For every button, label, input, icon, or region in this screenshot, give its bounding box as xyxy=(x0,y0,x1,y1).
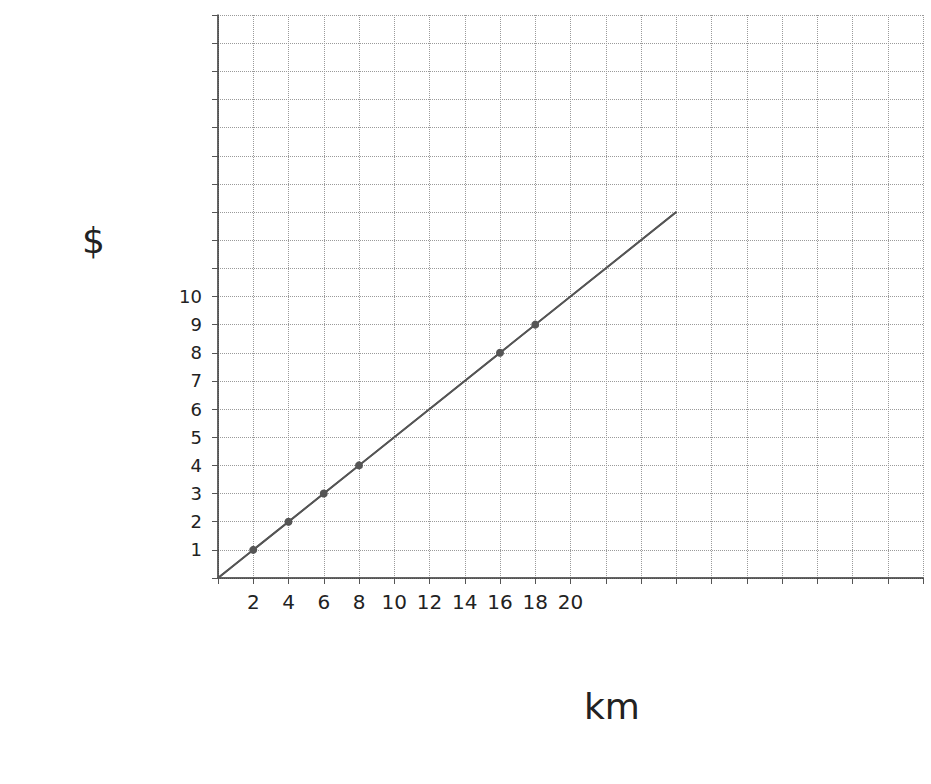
svg-text:16: 16 xyxy=(487,590,512,614)
svg-text:9: 9 xyxy=(191,314,202,335)
svg-text:8: 8 xyxy=(191,342,202,363)
svg-text:1: 1 xyxy=(191,539,202,560)
svg-text:6: 6 xyxy=(191,399,202,420)
svg-text:18: 18 xyxy=(523,590,548,614)
svg-text:2: 2 xyxy=(191,511,202,532)
svg-text:12: 12 xyxy=(417,590,442,614)
svg-text:10: 10 xyxy=(382,590,407,614)
svg-text:2: 2 xyxy=(247,590,260,614)
svg-text:4: 4 xyxy=(282,590,295,614)
svg-text:8: 8 xyxy=(353,590,366,614)
svg-text:10: 10 xyxy=(179,286,202,307)
svg-text:3: 3 xyxy=(191,483,202,504)
svg-text:4: 4 xyxy=(191,455,202,476)
svg-text:14: 14 xyxy=(452,590,477,614)
svg-text:6: 6 xyxy=(317,590,330,614)
svg-text:$: $ xyxy=(82,220,105,261)
svg-text:7: 7 xyxy=(191,370,202,391)
svg-text:5: 5 xyxy=(191,427,202,448)
svg-text:20: 20 xyxy=(558,590,583,614)
svg-text:km: km xyxy=(584,686,640,727)
